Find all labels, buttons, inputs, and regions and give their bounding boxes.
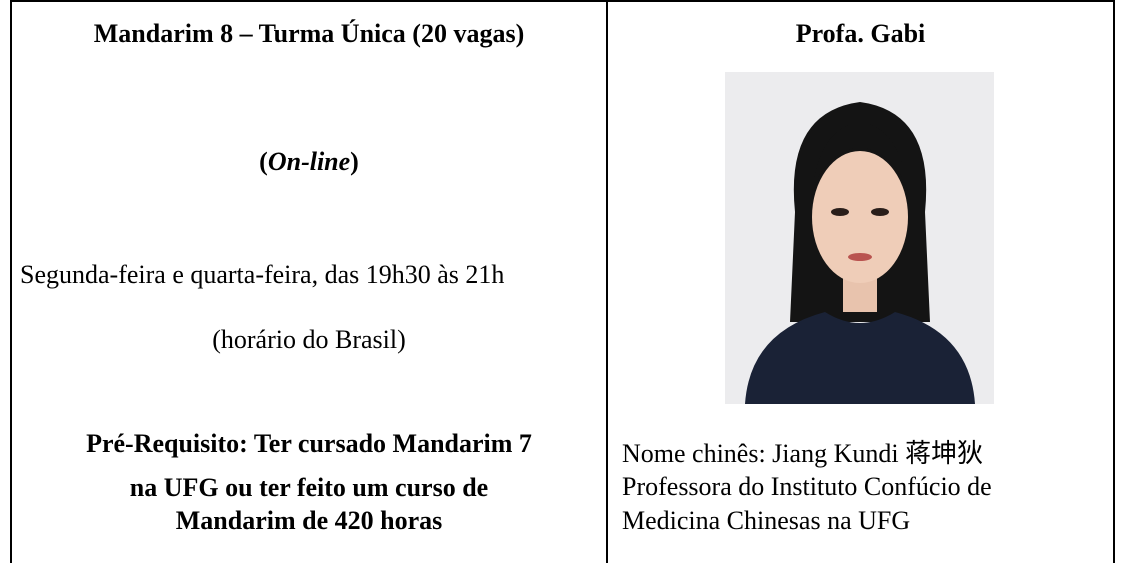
teacher-description: Medicina Chinesas na UFG: [622, 506, 911, 535]
table-border-middle: [606, 0, 608, 563]
course-timezone: (horário do Brasil): [212, 325, 406, 354]
teacher-description: Professora do Instituto Confúcio de: [622, 472, 992, 501]
paren: ): [350, 147, 359, 176]
teacher-photo: [725, 72, 994, 404]
modality-text: On-line: [267, 147, 351, 176]
prerequisite-line: na UFG ou ter feito um curso de: [129, 473, 489, 502]
prerequisite-line: Pré-Requisito: Ter cursado Mandarim 7: [86, 429, 532, 458]
table-border-top: [10, 0, 1115, 2]
course-title: Mandarim 8 – Turma Única (20 vagas): [93, 19, 525, 48]
course-modality: (On-line): [12, 146, 606, 178]
paren: (: [259, 147, 268, 176]
table-border-left: [10, 0, 12, 563]
teacher-name: Profa. Gabi: [795, 19, 926, 48]
prerequisite-line: Mandarim de 420 horas: [175, 506, 443, 535]
table-border-right: [1113, 0, 1115, 563]
teacher-chinese-name: Nome chinês: Jiang Kundi 蒋坤狄: [622, 439, 984, 468]
course-schedule: Segunda-feira e quarta-feira, das 19h30 …: [20, 260, 505, 289]
